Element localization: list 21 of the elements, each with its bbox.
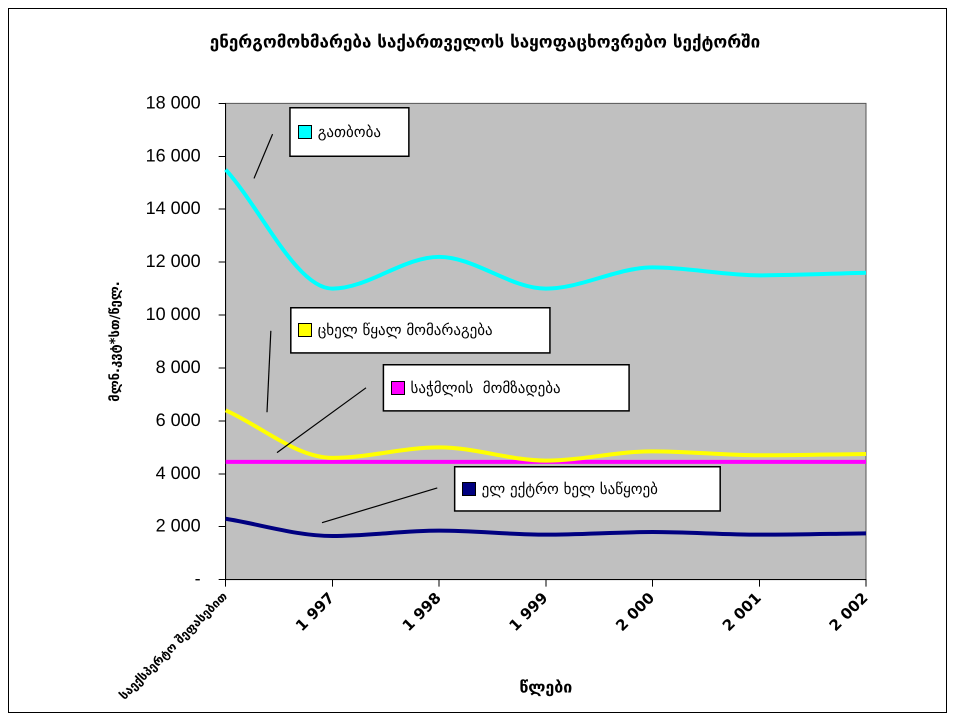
legend-label: საჭმლის მომზადება <box>410 379 561 398</box>
x-tick-label: 2 001 <box>718 588 765 635</box>
y-tick-label: 12 000 <box>146 251 201 272</box>
x-axis-title: წლები <box>519 678 572 697</box>
y-tick-label: - <box>194 568 201 589</box>
y-tick-label: 16 000 <box>146 145 201 166</box>
y-tick-label: 4 000 <box>156 462 201 483</box>
y-tick-label: 6 000 <box>156 410 201 430</box>
legend-label: ცხელ წყალ მომარაგება <box>318 321 493 340</box>
y-axis-title: მლნ.კვტ*სთ/წელ. <box>108 281 124 402</box>
line-series <box>224 408 868 463</box>
y-tick-label: 18 000 <box>146 92 201 112</box>
legend-label: გათბობა <box>318 123 381 142</box>
chart-title: ენერგომოხმარება საქართველოს საყოფაცხოვრებო სექტორში <box>210 32 760 53</box>
y-tick-label: 10 000 <box>146 304 201 324</box>
y-tick-label: 8 000 <box>156 356 201 377</box>
y-tick-label: 14 000 <box>146 198 201 218</box>
line-series <box>224 168 868 291</box>
legend-label: ელ ექტრო ხელ საწყოებ <box>482 480 658 498</box>
y-tick-label: 2 000 <box>156 516 201 536</box>
line-series <box>224 516 868 538</box>
